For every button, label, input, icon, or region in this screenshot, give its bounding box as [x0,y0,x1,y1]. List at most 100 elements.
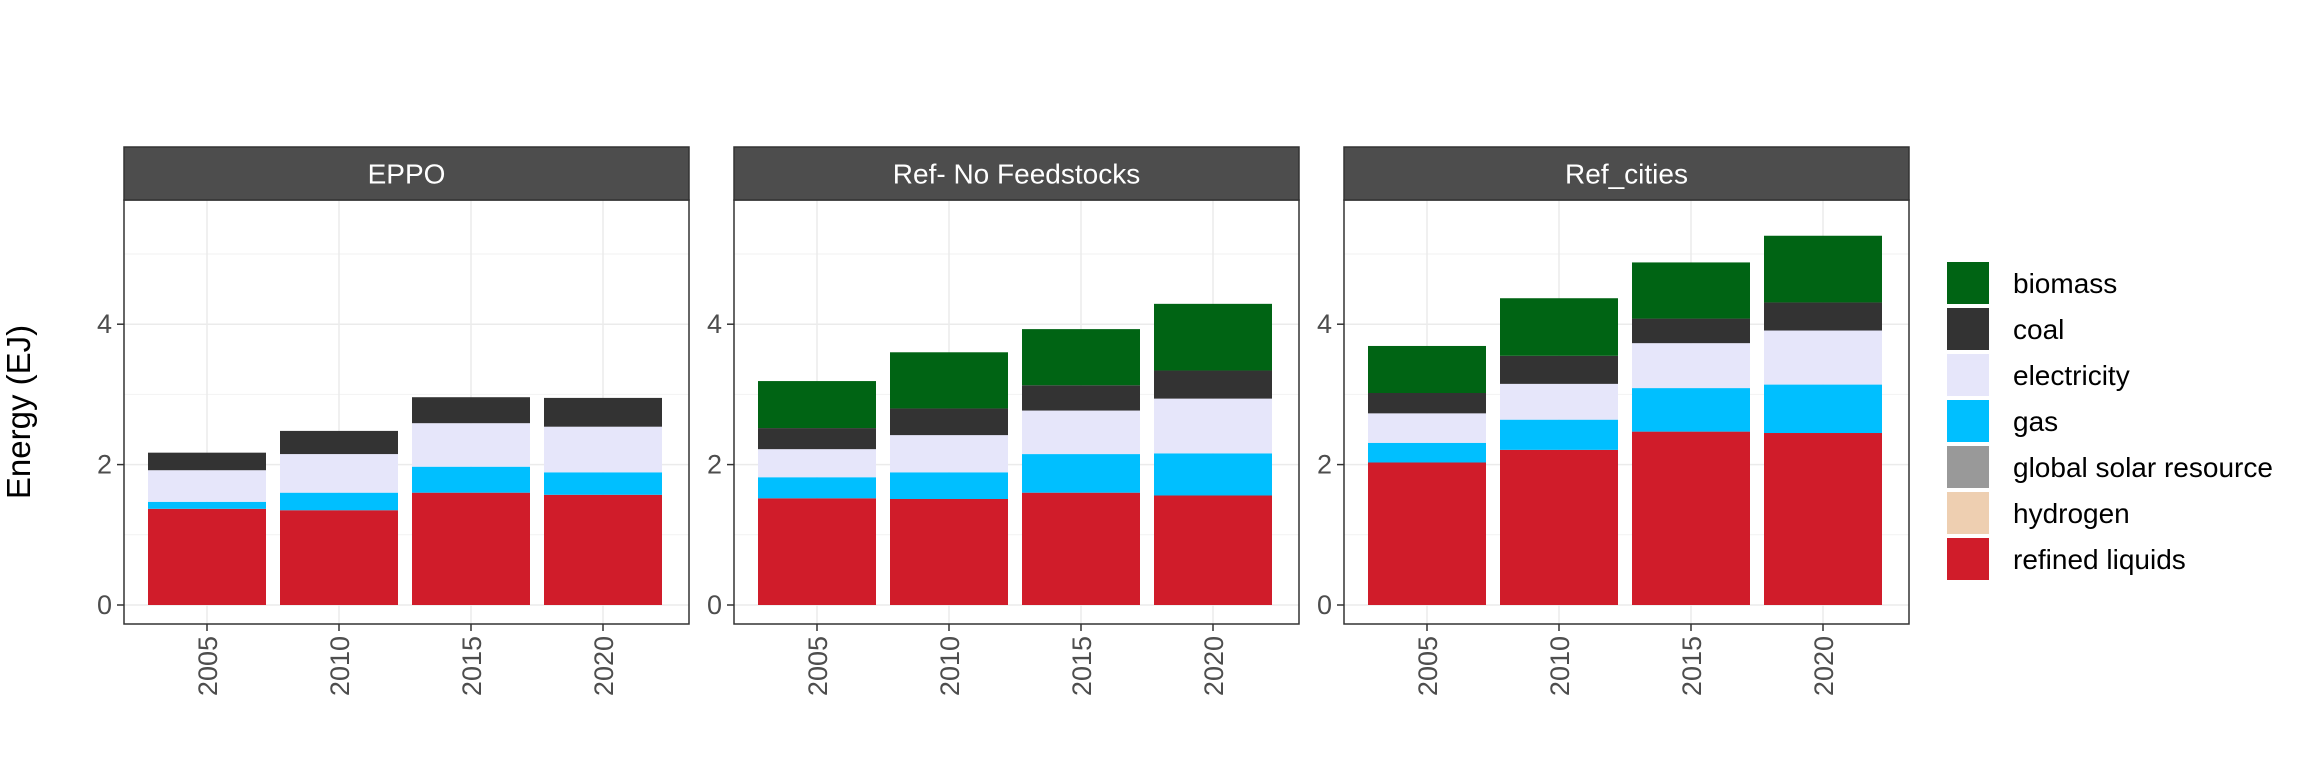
bar-segment [544,397,662,427]
legend-swatch [1947,262,1989,304]
bar-segment [1022,410,1140,455]
legend-label: gas [2013,406,2058,437]
bar-segment [544,494,662,605]
legend-item: coal [1947,308,2064,350]
legend-label: biomass [2013,268,2117,299]
bars [758,303,1272,605]
y-tick-label: 0 [97,590,112,620]
legend-label: electricity [2013,360,2130,391]
y-tick-label: 4 [1317,309,1332,339]
y-tick-label: 2 [1317,450,1332,480]
bar-segment [1632,262,1750,319]
bar-segment [758,428,876,450]
bar-segment [1764,384,1882,434]
y-tick-label: 2 [97,450,112,480]
bar-segment [890,472,1008,499]
bar-segment [1632,318,1750,344]
legend-swatch [1947,308,1989,350]
bar-segment [148,452,266,471]
x-tick-label: 2015 [1067,636,1097,696]
legend-label: global solar resource [2013,452,2273,483]
bar-segment [1368,442,1486,463]
bar-segment [1500,383,1618,420]
facet-title: Ref_cities [1565,159,1688,190]
bar-segment [890,435,1008,473]
x-tick-label: 2010 [325,636,355,696]
legend-swatch [1947,400,1989,442]
bar-segment [544,426,662,473]
x-tick-label: 2020 [589,636,619,696]
facet-panel: Ref- No Feedstocks 0 2 4 2005 2010 2015 2020 [707,146,1300,696]
bar-segment [1368,392,1486,414]
bar-segment [1154,303,1272,371]
bar-segment [1022,492,1140,605]
bar-segment [890,498,1008,605]
y-tick-label: 4 [707,309,722,339]
legend-item: hydrogen [1947,492,2130,534]
bar-segment [148,470,266,502]
legend-swatch [1947,354,1989,396]
y-tick-label: 0 [1317,590,1332,620]
bar-segment [1368,413,1486,443]
bar-segment [758,449,876,478]
bar-segment [758,498,876,605]
legend-item: biomass [1947,262,2117,304]
y-tick-label: 2 [707,450,722,480]
y-axis-label: Energy (EJ) [0,325,37,499]
bar-segment [1022,454,1140,493]
bar-segment [1154,495,1272,605]
y-tick-label: 0 [707,590,722,620]
bar-segment [1368,462,1486,605]
facet-strip [123,146,690,201]
x-tick-label: 2015 [1677,636,1707,696]
x-tick-label: 2015 [457,636,487,696]
legend-label: coal [2013,314,2064,345]
bar-segment [890,352,1008,409]
legend-label: hydrogen [2013,498,2130,529]
x-tick-label: 2005 [803,636,833,696]
bar-segment [1368,345,1486,393]
legend-label: refined liquids [2013,544,2186,575]
bar-segment [412,492,530,605]
bar-segment [1500,298,1618,356]
legend-item: gas [1947,400,2058,442]
bar-segment [148,508,266,605]
bars [1368,235,1882,605]
x-tick-label: 2010 [935,636,965,696]
bar-segment [280,510,398,605]
bar-segment [1764,302,1882,331]
bar-segment [1764,330,1882,385]
x-tick-label: 2010 [1545,636,1575,696]
facet-title: EPPO [368,159,446,190]
bar-segment [280,454,398,493]
bar-segment [280,492,398,511]
legend-swatch [1947,538,1989,580]
x-tick-label: 2020 [1809,636,1839,696]
facet-strip [733,146,1300,201]
bar-segment [1154,370,1272,399]
bar-segment [758,477,876,499]
legend-swatch [1947,492,1989,534]
facet-strip [1343,146,1910,201]
bar-segment [1154,398,1272,454]
bar-segment [1022,329,1140,386]
bar-segment [758,381,876,429]
bar-segment [544,472,662,495]
bar-segment [1500,419,1618,450]
x-tick-label: 2020 [1199,636,1229,696]
legend-item: electricity [1947,354,2130,396]
bar-segment [890,408,1008,436]
bar-segment [412,423,530,467]
bar-segment [1632,431,1750,605]
x-tick-label: 2005 [193,636,223,696]
bar-segment [412,466,530,493]
bar-segment [1632,343,1750,389]
bar-segment [1022,385,1140,411]
legend-item: global solar resource [1947,446,2273,488]
bars [148,397,662,605]
bar-segment [1154,453,1272,496]
bar-segment [412,397,530,424]
bar-segment [1632,388,1750,432]
